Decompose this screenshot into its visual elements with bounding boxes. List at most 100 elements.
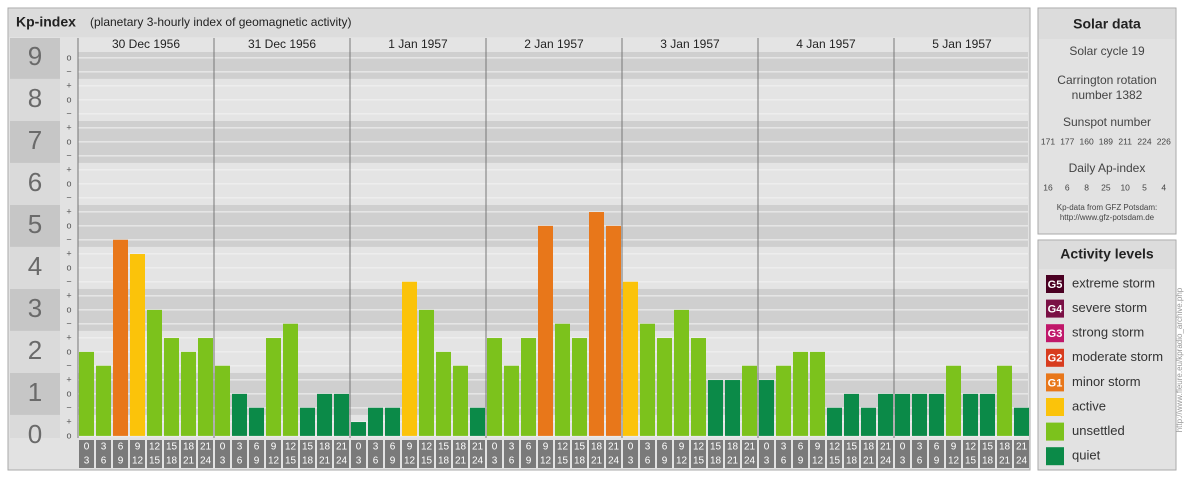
hour-box <box>980 440 995 468</box>
label-band <box>10 246 60 289</box>
bar <box>79 351 94 436</box>
legend-swatch <box>1046 275 1064 293</box>
hour-end: 18 <box>846 456 858 467</box>
hour-end: 3 <box>492 456 498 467</box>
hour-box <box>946 440 961 468</box>
hour-box <box>470 440 485 468</box>
solar-panel <box>1037 7 1177 235</box>
minor-tick-label: o <box>66 136 71 146</box>
y-tick-label: 0 <box>28 419 42 449</box>
bar <box>861 407 876 436</box>
minor-tick-label: o <box>66 304 71 314</box>
hour-start: 3 <box>781 442 787 453</box>
hour-box <box>623 440 638 468</box>
hour-box <box>249 440 264 468</box>
hour-start: 6 <box>934 442 940 453</box>
hour-start: 9 <box>815 442 821 453</box>
bar <box>283 323 298 436</box>
hour-end: 18 <box>166 456 178 467</box>
ap-value: 10 <box>1120 182 1130 192</box>
hour-end: 9 <box>118 456 124 467</box>
ap-value: 6 <box>1065 182 1070 192</box>
hour-end: 24 <box>744 456 756 467</box>
label-band <box>10 120 60 163</box>
hour-box <box>555 440 570 468</box>
bar <box>402 281 417 436</box>
hour-start: 15 <box>166 442 178 453</box>
hour-end: 15 <box>285 456 297 467</box>
bar <box>266 338 281 436</box>
bar <box>1014 407 1029 436</box>
hour-end: 24 <box>608 456 620 467</box>
label-band <box>10 330 60 373</box>
hour-start: 21 <box>880 442 892 453</box>
legend-label: quiet <box>1072 448 1101 463</box>
minor-tick-label: + <box>66 416 71 426</box>
bar <box>487 338 502 436</box>
bar <box>453 365 468 436</box>
legend-label: extreme storm <box>1072 275 1155 290</box>
hour-end: 21 <box>319 456 331 467</box>
sunspot-title: Sunspot number <box>1063 115 1151 129</box>
hour-start: 3 <box>509 442 515 453</box>
hour-box <box>232 440 247 468</box>
ap-value: 8 <box>1084 182 1089 192</box>
hour-end: 6 <box>237 456 243 467</box>
legend-label: minor storm <box>1072 374 1141 389</box>
hour-start: 18 <box>863 442 875 453</box>
hour-end: 6 <box>781 456 787 467</box>
hour-box <box>963 440 978 468</box>
minor-tick-label: − <box>66 66 71 76</box>
bar <box>929 393 944 436</box>
hour-start: 15 <box>302 442 314 453</box>
bar <box>538 225 553 436</box>
hour-box <box>436 440 451 468</box>
bar <box>113 239 128 436</box>
hour-box <box>640 440 655 468</box>
hour-box <box>181 440 196 468</box>
hour-box <box>895 440 910 468</box>
carrington: Carrington rotation <box>1057 73 1156 87</box>
panel-title: Activity levels <box>1060 246 1154 262</box>
hour-box <box>997 440 1012 468</box>
hour-start: 21 <box>1016 442 1028 453</box>
minor-tick-label: o <box>66 178 71 188</box>
y-tick-label: 1 <box>28 377 42 407</box>
sunspot-value: 189 <box>1099 136 1113 146</box>
hour-start: 0 <box>628 442 634 453</box>
minor-tick-label: + <box>66 122 71 132</box>
bar <box>232 393 247 436</box>
hour-start: 0 <box>356 442 362 453</box>
minor-tick-label: − <box>66 192 71 202</box>
sunspot-value: 177 <box>1060 136 1074 146</box>
hour-end: 18 <box>982 456 994 467</box>
band <box>78 52 1028 79</box>
hour-start: 6 <box>798 442 804 453</box>
bar <box>606 225 621 436</box>
bar <box>368 407 383 436</box>
hour-box <box>606 440 621 468</box>
hour-box <box>844 440 859 468</box>
bar <box>946 365 961 436</box>
legend-label: strong storm <box>1072 325 1144 340</box>
hour-box <box>589 440 604 468</box>
title-bar <box>9 9 1029 37</box>
legend-swatch <box>1046 398 1064 416</box>
bar <box>317 393 332 436</box>
bar <box>912 393 927 436</box>
hour-end: 12 <box>540 456 552 467</box>
hour-end: 9 <box>934 456 940 467</box>
hour-end: 9 <box>798 456 804 467</box>
hour-box <box>929 440 944 468</box>
hour-box <box>1014 440 1029 468</box>
hour-start: 0 <box>220 442 226 453</box>
hour-end: 3 <box>764 456 770 467</box>
panel-title: Solar data <box>1073 16 1141 32</box>
hour-start: 0 <box>764 442 770 453</box>
hour-box <box>266 440 281 468</box>
hour-box <box>759 440 774 468</box>
label-band <box>10 288 60 331</box>
hour-box <box>538 440 553 468</box>
bar <box>130 254 145 436</box>
day-label: 5 Jan 1957 <box>932 37 992 51</box>
